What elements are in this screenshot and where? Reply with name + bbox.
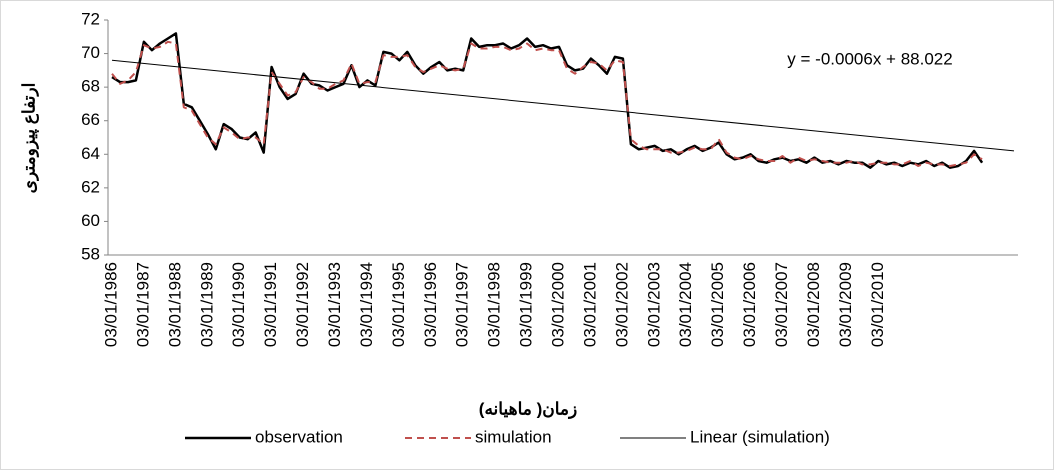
x-tick-label: 03/01/2004 — [676, 262, 695, 347]
x-tick-label: 03/01/1992 — [293, 262, 312, 347]
x-tick-label: 03/01/1999 — [517, 262, 536, 347]
x-tick-label: 03/01/2007 — [772, 262, 791, 347]
y-axis-title: ارتفاع پیزومتری — [19, 83, 39, 194]
y-tick-label: 64 — [81, 144, 100, 163]
x-tick-label: 03/01/2006 — [740, 262, 759, 347]
y-tick-label: 70 — [81, 43, 100, 62]
x-tick-label: 03/01/2009 — [836, 262, 855, 347]
x-tick-label: 03/01/1998 — [485, 262, 504, 347]
legend-label: Linear (simulation) — [690, 427, 830, 446]
x-tick-label: 03/01/1988 — [165, 262, 184, 347]
x-tick-label: 03/01/1996 — [421, 262, 440, 347]
legend-label: observation — [255, 427, 343, 446]
series-line — [111, 40, 983, 167]
x-tick-label: 03/01/1995 — [389, 262, 408, 347]
x-tick-label: 03/01/2008 — [804, 262, 823, 347]
x-tick-label: 03/01/2000 — [548, 262, 567, 347]
legend-label: simulation — [475, 427, 552, 446]
x-tick-label: 03/01/1990 — [229, 262, 248, 347]
x-axis-title: زمان( ماهیانه) — [479, 399, 577, 419]
y-tick-label: 72 — [81, 9, 100, 28]
x-tick-label: 03/01/1997 — [453, 262, 472, 347]
trend-line — [111, 59, 1015, 152]
x-tick-label: 03/01/2003 — [644, 262, 663, 347]
y-tick-label: 66 — [81, 110, 100, 129]
x-tick-label: 03/01/1991 — [261, 262, 280, 347]
x-tick-label: 03/01/1987 — [133, 262, 152, 347]
x-tick-label: 03/01/2002 — [612, 262, 631, 347]
x-tick-label: 03/01/2001 — [580, 262, 599, 347]
x-tick-label: 03/01/1993 — [325, 262, 344, 347]
x-tick-label: 03/01/1989 — [197, 262, 216, 347]
x-tick-label: 03/01/2005 — [708, 262, 727, 347]
x-tick-label: 03/01/1994 — [357, 262, 376, 347]
y-tick-label: 68 — [81, 77, 100, 96]
y-tick-label: 60 — [81, 211, 100, 230]
x-tick-label: 03/01/1986 — [101, 262, 120, 347]
y-tick-label: 62 — [81, 177, 100, 196]
x-tick-label: 03/01/2010 — [868, 262, 887, 347]
trend-equation: y = -0.0006x + 88.022 — [787, 49, 952, 68]
series-line — [111, 32, 984, 169]
y-tick-label: 58 — [81, 244, 100, 263]
